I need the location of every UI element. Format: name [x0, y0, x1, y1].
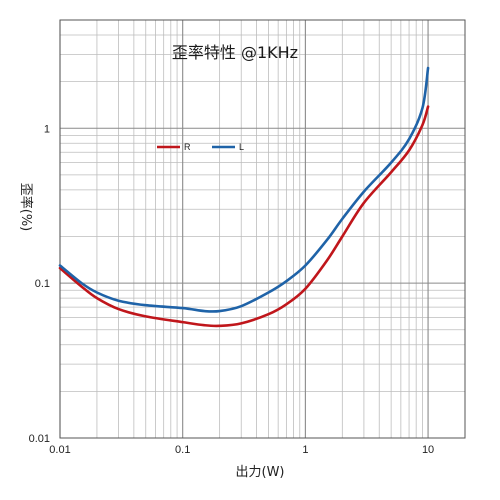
legend-label-r: R	[184, 142, 191, 152]
x-tick-label: 0.01	[49, 444, 70, 456]
x-tick-labels: 0.01 0.1 1 10	[49, 444, 434, 456]
legend-label-l: L	[239, 142, 244, 152]
y-tick-label: 0.01	[29, 433, 50, 445]
grid-minor-lines	[60, 19, 466, 438]
series-layer	[58, 66, 430, 328]
x-tick-label: 10	[422, 444, 434, 456]
x-tick-label: 0.1	[175, 444, 190, 456]
series-line-l	[58, 66, 430, 313]
chart-title: 歪率特性 @1KHz	[172, 43, 298, 62]
y-tick-label: 1	[44, 123, 50, 135]
series-line-r	[58, 105, 430, 328]
x-axis-title: 出力(W)	[236, 465, 285, 480]
grid-major-lines	[59, 20, 465, 439]
y-axis-title: 歪率(%)	[18, 183, 34, 232]
plot-frame	[59, 19, 466, 439]
y-tick-label: 0.1	[35, 278, 50, 290]
x-tick-label: 1	[302, 444, 308, 456]
legend: R L	[157, 142, 244, 152]
y-tick-labels: 0.01 0.1 1	[29, 123, 50, 445]
